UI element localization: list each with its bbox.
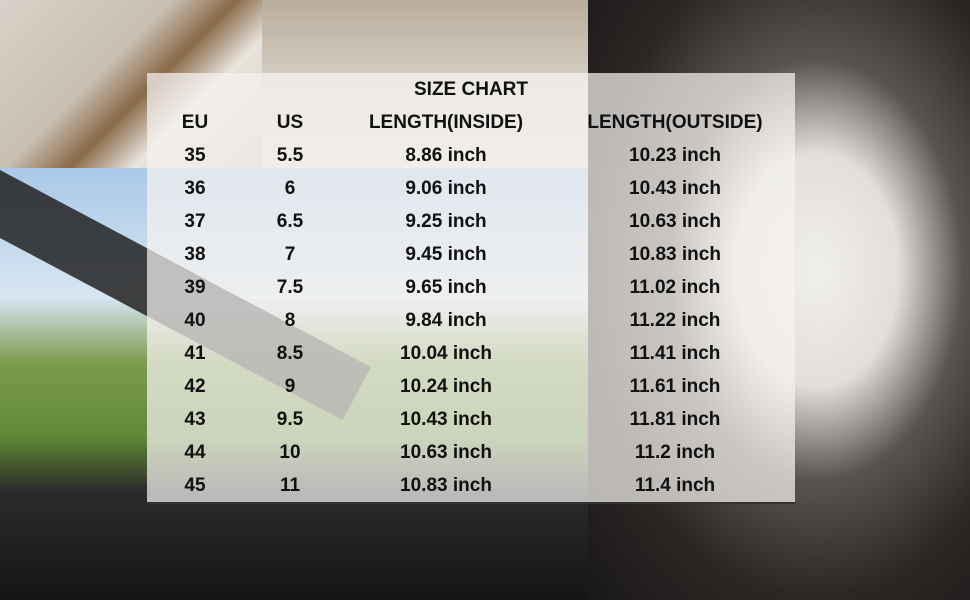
cell-eu: 39: [184, 277, 206, 298]
cell-eu: 43: [184, 409, 206, 430]
cell-eu: 37: [184, 211, 206, 232]
cell-us: 7.5: [276, 277, 304, 298]
cell-length-inside: 8.86 inch: [405, 145, 487, 166]
cell-eu: 41: [184, 343, 206, 364]
cell-us: 5.5: [276, 145, 304, 166]
cell-us: 8.5: [276, 343, 304, 364]
cell-us: 6: [284, 178, 296, 199]
cell-us: 10: [279, 442, 301, 463]
cell-length-outside: 11.2 inch: [634, 442, 716, 463]
cell-length-inside: 9.06 inch: [405, 178, 487, 199]
header-eu: EU: [181, 112, 209, 133]
cell-eu: 40: [184, 310, 206, 331]
cell-length-outside: 11.22 inch: [629, 310, 721, 331]
cell-us: 11: [279, 475, 301, 496]
cell-eu: 45: [184, 475, 206, 496]
cell-length-inside: 10.24 inch: [400, 376, 492, 397]
size-chart-title: SIZE CHART: [414, 79, 528, 100]
cell-us: 7: [284, 244, 296, 265]
cell-length-inside: 9.45 inch: [405, 244, 487, 265]
cell-length-outside: 10.83 inch: [629, 244, 721, 265]
cell-length-outside: 11.41 inch: [629, 343, 721, 364]
cell-us: 8: [284, 310, 296, 331]
cell-length-outside: 11.81 inch: [629, 409, 721, 430]
cell-length-outside: 11.02 inch: [629, 277, 721, 298]
cell-eu: 36: [184, 178, 206, 199]
cell-eu: 35: [184, 145, 206, 166]
cell-eu: 42: [184, 376, 206, 397]
cell-us: 9.5: [276, 409, 304, 430]
cell-length-outside: 11.4 inch: [634, 475, 716, 496]
header-length-inside: LENGTH(INSIDE): [368, 112, 524, 133]
cell-length-inside: 9.84 inch: [405, 310, 487, 331]
cell-us: 6.5: [276, 211, 304, 232]
cell-eu: 44: [184, 442, 206, 463]
size-chart-table: SIZE CHART EU US LENGTH(INSIDE) LENGTH(OUTS…: [147, 73, 795, 504]
cell-eu: 38: [184, 244, 206, 265]
cell-length-inside: 10.43 inch: [400, 409, 492, 430]
cell-us: 9: [284, 376, 296, 397]
cell-length-inside: 10.04 inch: [400, 343, 492, 364]
header-us: US: [276, 112, 304, 133]
cell-length-outside: 11.61 inch: [629, 376, 721, 397]
cell-length-outside: 10.63 inch: [629, 211, 721, 232]
cell-length-inside: 9.65 inch: [405, 277, 487, 298]
header-length-outside: LENGTH(OUTSIDE): [587, 112, 763, 133]
cell-length-outside: 10.23 inch: [629, 145, 721, 166]
cell-length-inside: 10.63 inch: [400, 442, 492, 463]
cell-length-inside: 9.25 inch: [405, 211, 487, 232]
cell-length-outside: 10.43 inch: [629, 178, 721, 199]
cell-length-inside: 10.83 inch: [400, 475, 492, 496]
